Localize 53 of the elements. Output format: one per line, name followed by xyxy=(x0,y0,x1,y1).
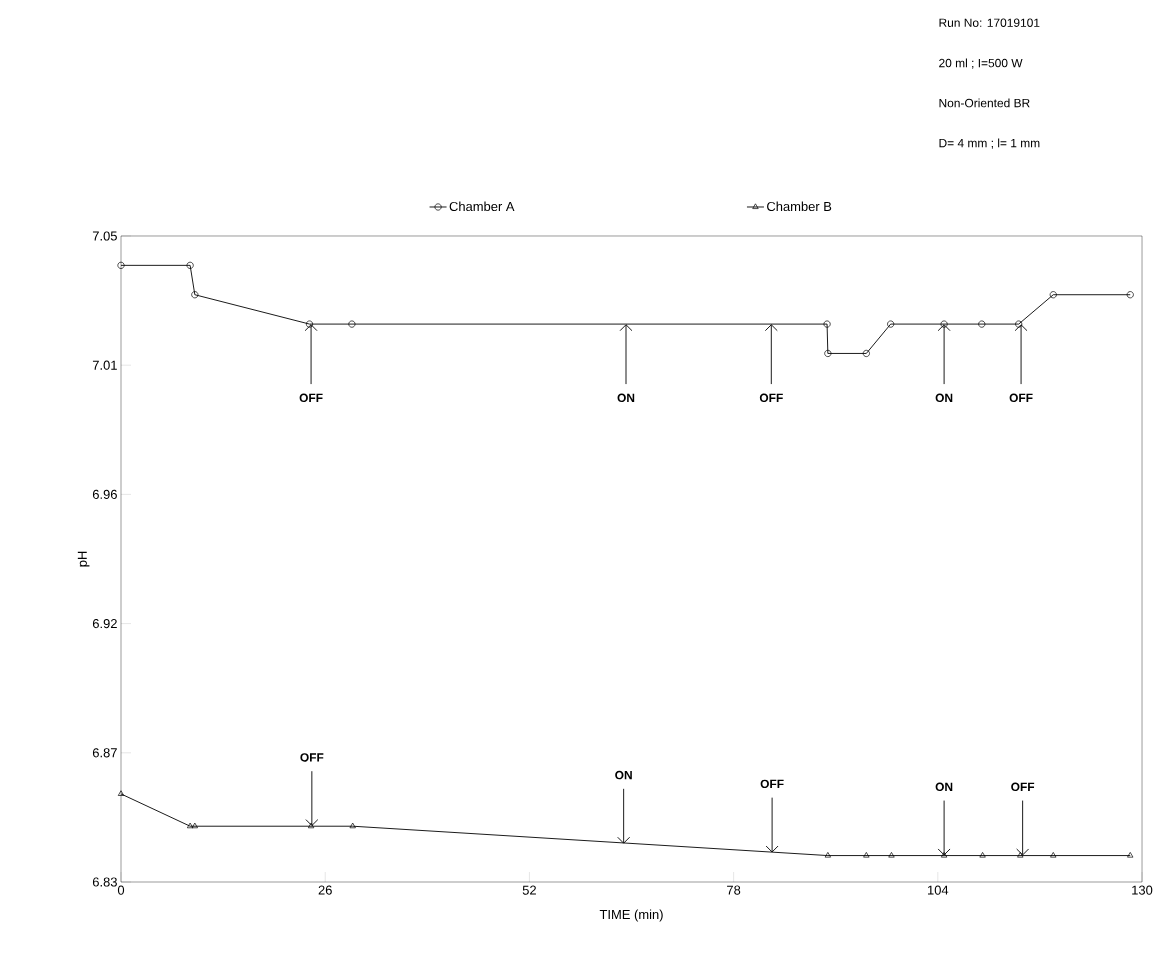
x-tick-label: 0 xyxy=(117,885,125,895)
annotation: ON xyxy=(615,770,632,780)
legend-label: Chamber B xyxy=(767,201,832,212)
point xyxy=(824,349,832,357)
point xyxy=(887,320,895,328)
x-tick-label: 78 xyxy=(727,885,741,895)
point xyxy=(1050,852,1057,858)
y-tick-label: 7.01 xyxy=(92,360,117,370)
x-axis-title: TIME (min) xyxy=(599,909,663,922)
annotation: OFF xyxy=(759,393,783,403)
annotation: ON xyxy=(617,393,635,403)
point xyxy=(117,261,125,269)
point xyxy=(862,349,870,357)
point xyxy=(1126,291,1134,299)
text: Non-Oriented BR xyxy=(939,98,1030,108)
point xyxy=(1017,852,1024,858)
point xyxy=(117,790,125,796)
point xyxy=(979,852,986,858)
text: Run No: 17019101 xyxy=(939,18,1040,27)
annotation: OFF xyxy=(760,779,784,789)
y-axis-title: pH xyxy=(77,551,90,567)
x-tick-label: 130 xyxy=(1132,885,1153,895)
point xyxy=(940,320,948,328)
x-tick-label: 104 xyxy=(927,885,949,895)
point xyxy=(823,320,831,328)
annotation: ON xyxy=(935,393,953,403)
point xyxy=(824,852,831,858)
text: 20 ml ; I=500 W xyxy=(939,58,1023,69)
y-tick-label: 6.83 xyxy=(92,877,117,887)
point xyxy=(863,852,870,858)
legend-label: Chamber A xyxy=(449,201,515,212)
point xyxy=(187,822,194,829)
annotation: OFF xyxy=(1011,782,1035,792)
y-tick-label: 6.87 xyxy=(92,748,117,758)
annotation: OFF xyxy=(300,753,324,762)
x-tick-label: 52 xyxy=(522,885,536,895)
point xyxy=(349,822,356,829)
point xyxy=(1049,291,1057,299)
point xyxy=(1127,852,1134,858)
annotation: OFF xyxy=(299,393,323,403)
point xyxy=(186,261,194,269)
point xyxy=(978,320,986,328)
point xyxy=(888,852,895,858)
y-tick-label: 6.96 xyxy=(92,489,117,499)
x-tick-label: 26 xyxy=(318,885,332,895)
annotation: OFF xyxy=(1009,393,1033,403)
y-tick-label: 7.05 xyxy=(92,231,117,241)
point xyxy=(191,822,198,829)
y-tick-label: 6.92 xyxy=(92,619,117,629)
point xyxy=(191,291,199,299)
annotation: ON xyxy=(935,782,953,792)
point xyxy=(348,320,356,328)
text: D= 4 mm ; l= 1 mm xyxy=(939,138,1040,149)
